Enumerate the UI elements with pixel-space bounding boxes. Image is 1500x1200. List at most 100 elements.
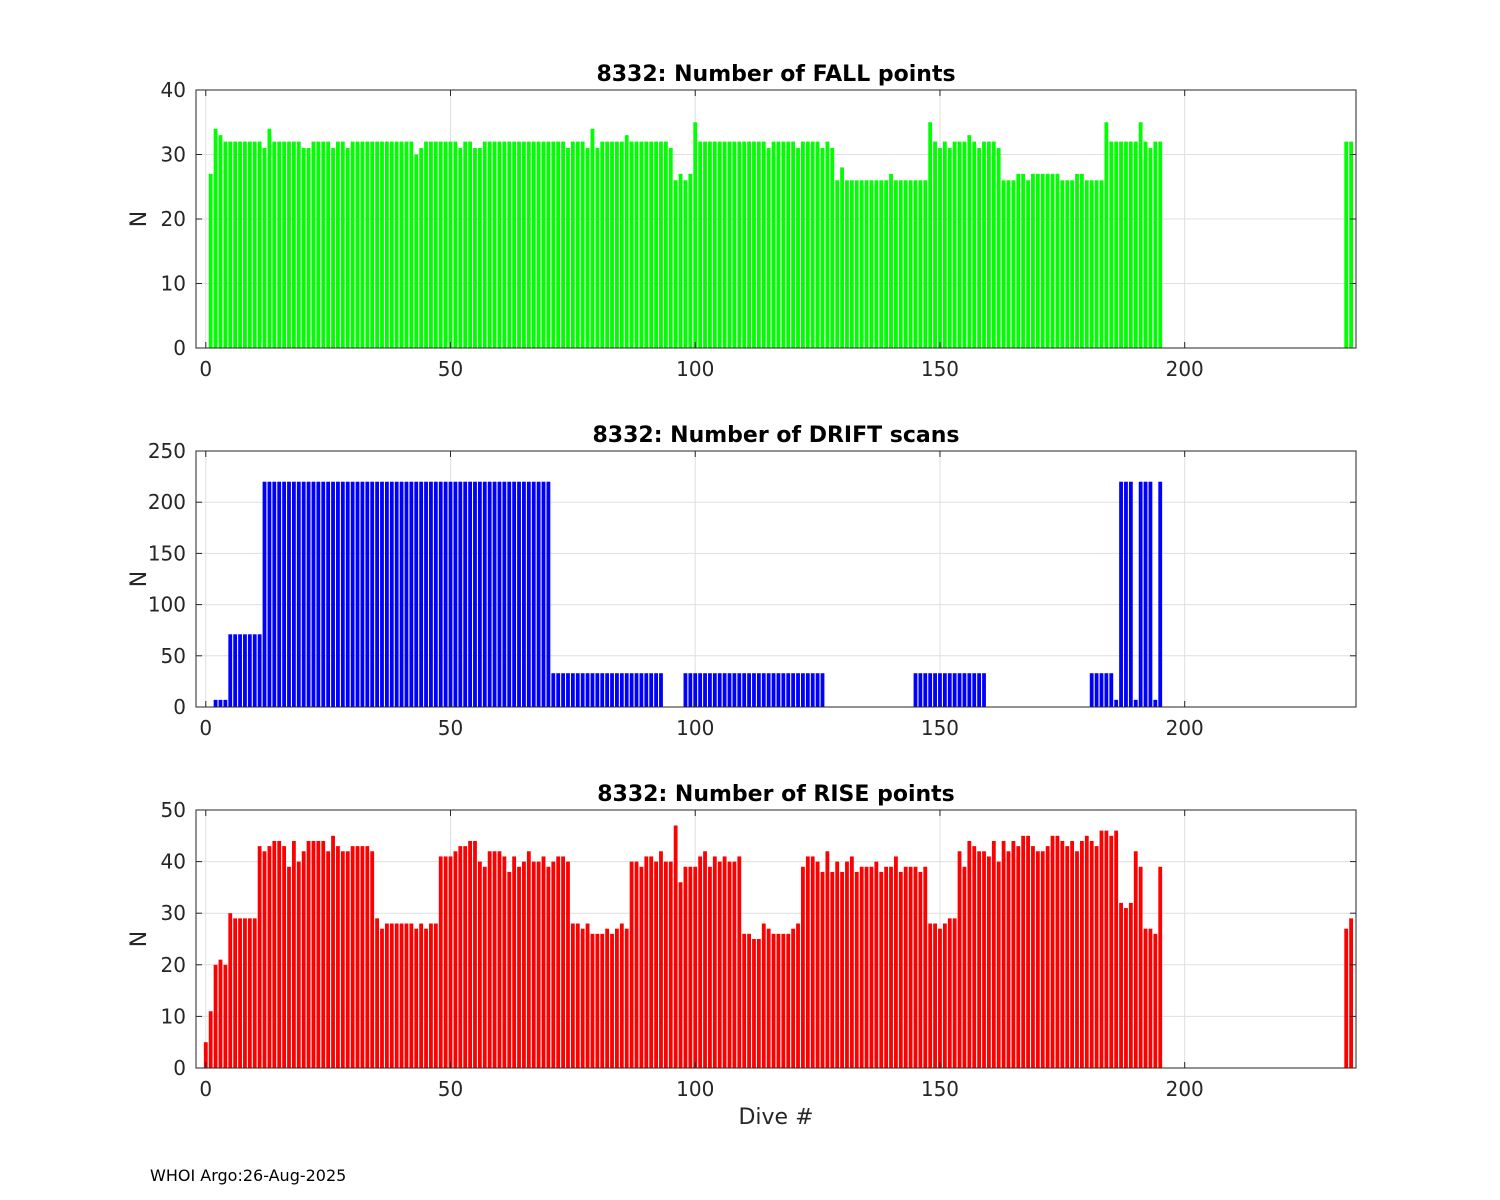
bar	[438, 141, 443, 348]
bar	[1001, 180, 1006, 348]
bar	[1148, 148, 1153, 348]
bar	[1035, 851, 1040, 1068]
bar	[874, 180, 879, 348]
bar	[796, 148, 800, 348]
bar	[477, 148, 482, 348]
y-tick-label: 0	[173, 1056, 186, 1080]
bar	[962, 866, 967, 1068]
bar	[223, 964, 228, 1068]
bar	[771, 933, 776, 1068]
bar	[492, 851, 497, 1068]
bar	[311, 141, 316, 348]
bar	[287, 481, 291, 707]
bar	[903, 180, 908, 348]
bar	[1055, 835, 1060, 1068]
bar	[1080, 173, 1084, 348]
bar	[262, 481, 267, 707]
x-tick-label: 0	[199, 1077, 212, 1101]
bar	[384, 481, 389, 707]
bar	[306, 148, 311, 348]
bar	[531, 861, 536, 1068]
bar	[663, 861, 668, 1068]
bar	[1011, 840, 1016, 1068]
bar	[913, 673, 918, 707]
x-tick-label: 150	[921, 716, 959, 740]
bar	[517, 481, 521, 707]
bar	[967, 673, 972, 707]
bar	[879, 180, 884, 348]
bar	[610, 673, 614, 707]
bar	[375, 918, 380, 1068]
bar	[463, 141, 468, 348]
bar	[644, 673, 649, 707]
bar	[316, 840, 321, 1068]
bar	[375, 141, 380, 348]
bar	[433, 141, 438, 348]
bar	[556, 856, 561, 1068]
bar	[673, 825, 678, 1068]
bar	[482, 481, 487, 707]
bar	[243, 918, 247, 1068]
bar	[977, 673, 982, 707]
bar	[414, 928, 419, 1068]
bar	[629, 861, 634, 1068]
bar	[1060, 840, 1065, 1068]
bar	[213, 128, 218, 348]
x-tick-label: 50	[438, 357, 463, 381]
bar	[473, 148, 477, 348]
bar	[296, 141, 301, 348]
bar	[502, 481, 507, 707]
bar	[331, 835, 335, 1068]
bar	[825, 851, 830, 1068]
bar	[595, 148, 600, 348]
bar	[546, 141, 551, 348]
bar	[649, 856, 654, 1068]
bar	[639, 673, 644, 707]
bar	[536, 861, 541, 1068]
y-tick-label: 20	[161, 953, 186, 977]
bar	[331, 481, 335, 707]
bar	[1124, 141, 1128, 348]
bar	[624, 135, 629, 348]
y-tick-label: 50	[161, 798, 186, 822]
bar	[291, 840, 296, 1068]
bar	[247, 918, 252, 1068]
bar	[678, 882, 683, 1068]
bar	[752, 673, 756, 707]
bar	[615, 928, 619, 1068]
bar	[991, 840, 996, 1068]
bar	[781, 933, 786, 1068]
y-tick-label: 20	[161, 207, 186, 231]
bar	[345, 851, 350, 1068]
bar	[624, 928, 629, 1068]
bar	[815, 673, 820, 707]
bar	[1026, 835, 1030, 1068]
chart-title: 8332: Number of FALL points	[596, 62, 955, 87]
bar	[522, 861, 526, 1068]
bar	[575, 673, 580, 707]
bar	[389, 141, 394, 348]
bar	[717, 673, 722, 707]
bar	[1084, 180, 1089, 348]
bar	[541, 856, 546, 1068]
bar	[615, 141, 619, 348]
bar	[1099, 180, 1104, 348]
bar	[972, 673, 977, 707]
bar	[468, 141, 472, 348]
bar	[786, 141, 791, 348]
bar	[566, 148, 570, 348]
bar	[693, 122, 698, 348]
y-tick-label: 10	[161, 1004, 186, 1028]
bar	[654, 141, 658, 348]
bar	[1089, 840, 1094, 1068]
bar	[561, 856, 565, 1068]
bar	[566, 861, 570, 1068]
bar	[438, 481, 443, 707]
bar	[380, 928, 384, 1068]
bar	[517, 141, 521, 348]
bar	[747, 141, 751, 348]
y-tick-label: 30	[161, 901, 186, 925]
bar	[1050, 835, 1055, 1068]
y-tick-label: 250	[148, 439, 186, 463]
bar	[668, 148, 673, 348]
